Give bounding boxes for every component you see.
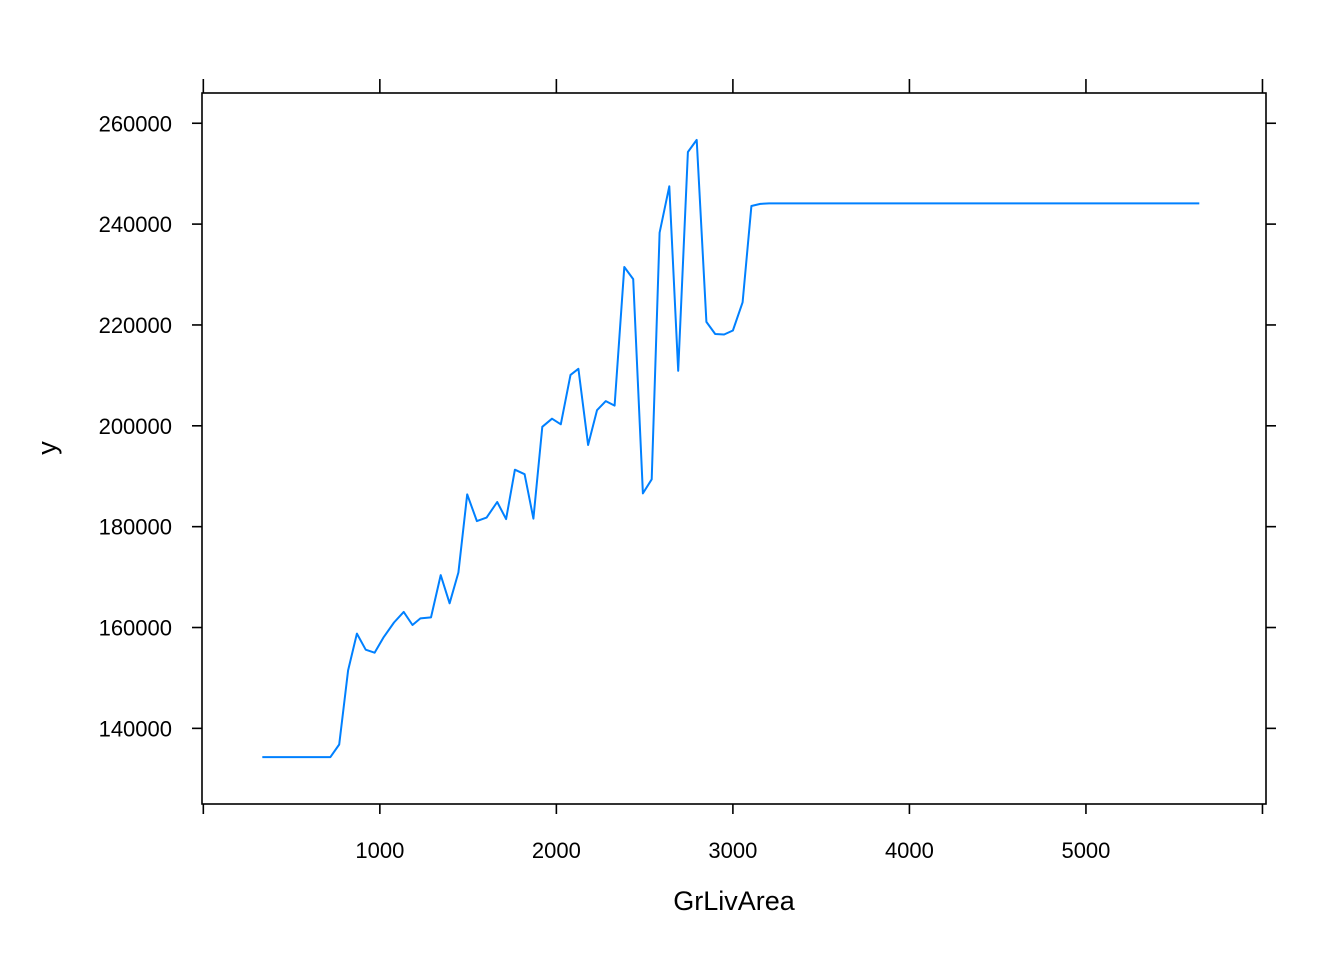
y-tick-label: 240000: [99, 212, 172, 237]
y-tick-label: 180000: [99, 515, 172, 540]
y-tick-label: 140000: [99, 716, 172, 741]
x-tick-label: 4000: [885, 838, 934, 863]
data-series-line: [262, 138, 1200, 759]
plot-frame: [201, 92, 1267, 805]
x-tick-label: 3000: [708, 838, 757, 863]
y-tick-label: 200000: [99, 414, 172, 439]
y-tick-label: 220000: [99, 313, 172, 338]
x-tick-label: 2000: [532, 838, 581, 863]
y-tick-label: 160000: [99, 616, 172, 641]
y-axis-tick-labels: 140000 160000 180000 200000 220000 240000 2600…: [99, 111, 172, 741]
x-axis-title: GrLivArea: [673, 886, 796, 916]
y-axis-title: y: [32, 441, 62, 455]
x-tick-label: 5000: [1061, 838, 1110, 863]
x-axis-tick-labels: 1000 2000 3000 4000 5000: [355, 838, 1110, 863]
x-axis-ticks: [202, 79, 1264, 814]
x-tick-label: 1000: [355, 838, 404, 863]
y-axis-ticks: [192, 122, 1276, 730]
y-tick-label: 260000: [99, 111, 172, 136]
